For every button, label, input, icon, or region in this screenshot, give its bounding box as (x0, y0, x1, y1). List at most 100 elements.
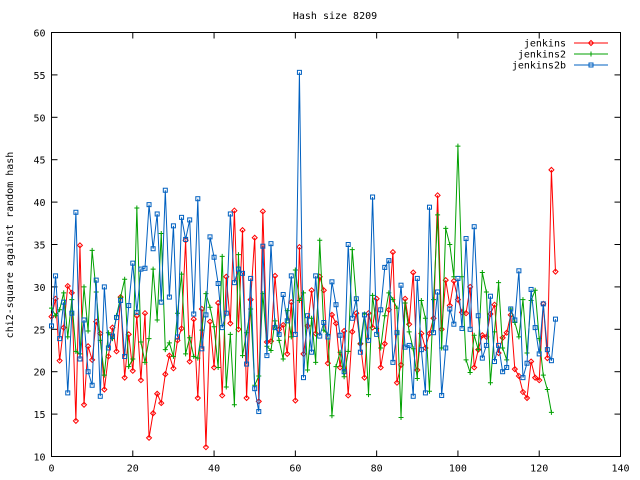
data-point-jenkins (328, 311, 336, 319)
data-point-jenkins2b (309, 349, 315, 355)
data-point-jenkins (446, 302, 454, 309)
data-point-jenkins2 (162, 347, 168, 353)
data-point-jenkins (527, 358, 535, 365)
data-point-jenkins2b (211, 254, 217, 260)
series-line-jenkins2b (51, 72, 556, 412)
data-point-jenkins2 (219, 253, 225, 259)
data-point-jenkins2b (496, 342, 502, 348)
data-point-jenkins2b (451, 321, 457, 327)
data-point-jenkins (470, 364, 478, 371)
data-point-jenkins (434, 192, 441, 199)
data-point-jenkins (121, 374, 128, 381)
data-point-jenkins (503, 329, 510, 336)
x-tick-label: 100 (449, 464, 467, 475)
data-point-jenkins2 (122, 276, 128, 282)
data-point-jenkins2b (414, 275, 420, 281)
data-point-jenkins2b (337, 332, 343, 338)
data-point-jenkins2b (426, 204, 432, 210)
legend-label-jenkins2: jenkins2 (518, 50, 566, 61)
data-point-jenkins2b (300, 375, 306, 381)
data-point-jenkins2 (150, 266, 156, 272)
data-point-jenkins2b (483, 342, 489, 348)
data-point-jenkins2b (240, 270, 246, 276)
data-point-jenkins (344, 392, 352, 399)
data-point-jenkins2 (105, 330, 111, 336)
data-point-jenkins2b (512, 317, 518, 323)
data-point-jenkins2b (81, 317, 87, 323)
data-point-jenkins2 (280, 356, 286, 362)
data-point-jenkins2 (455, 143, 461, 149)
data-point-jenkins (170, 365, 177, 372)
data-point-jenkins2b (215, 281, 221, 287)
data-point-jenkins2 (414, 375, 420, 381)
data-point-jenkins (72, 417, 80, 425)
data-point-jenkins2b (353, 296, 359, 302)
data-point-jenkins2b (284, 318, 290, 324)
data-point-jenkins2 (187, 335, 193, 341)
data-point-jenkins2 (142, 359, 148, 365)
data-point-jenkins2 (158, 230, 164, 236)
data-point-jenkins2b (540, 301, 546, 307)
axis-ticks: 10 15 20 25 30 35 40 45 50 55 60 0 20 40 60 80 100 120 140 (33, 29, 629, 475)
data-point-jenkins2b (435, 289, 441, 295)
data-point-jenkins (491, 301, 498, 308)
data-point-jenkins2b (463, 236, 469, 242)
data-point-jenkins2b (53, 273, 59, 279)
data-point-jenkins2b (329, 279, 335, 285)
data-point-jenkins2 (544, 387, 550, 393)
data-point-jenkins (88, 356, 96, 364)
data-point-jenkins2 (370, 292, 376, 298)
data-point-jenkins2b (195, 196, 201, 202)
data-point-jenkins2b (398, 282, 404, 288)
data-point-jenkins2b (170, 223, 176, 229)
data-point-jenkins (292, 397, 299, 404)
data-point-jenkins2b (500, 369, 506, 375)
data-point-jenkins2b (532, 325, 538, 331)
data-point-jenkins2 (447, 242, 453, 247)
data-point-jenkins2b (227, 211, 233, 217)
data-point-jenkins (393, 379, 401, 386)
data-point-jenkins2 (215, 364, 221, 370)
data-point-jenkins2b (317, 333, 323, 339)
data-point-jenkins2b (256, 409, 262, 415)
data-point-jenkins2b (85, 369, 91, 375)
data-point-jenkins2b (235, 266, 241, 272)
x-tick-label: 20 (127, 464, 139, 475)
data-point-jenkins2b (122, 353, 128, 359)
y-tick-label: 50 (33, 113, 45, 124)
data-point-jenkins (349, 328, 356, 336)
data-point-jenkins (158, 399, 165, 407)
data-point-jenkins2b (199, 346, 205, 352)
data-point-jenkins2 (313, 359, 319, 365)
data-point-jenkins2b (370, 194, 376, 200)
data-point-jenkins2 (203, 291, 209, 297)
data-point-jenkins2 (276, 337, 282, 343)
data-point-jenkins (105, 353, 112, 360)
data-point-jenkins2 (292, 267, 298, 273)
data-point-jenkins2 (183, 351, 189, 357)
y-tick-label: 40 (33, 198, 45, 209)
data-point-jenkins2b (528, 286, 534, 292)
data-point-jenkins (515, 372, 523, 380)
data-point-jenkins2 (512, 320, 518, 326)
data-point-jenkins (389, 248, 397, 256)
data-point-jenkins2b (150, 246, 156, 252)
data-point-jenkins2b (207, 234, 213, 240)
data-point-jenkins2 (231, 402, 237, 408)
series-jenkins2b (49, 69, 558, 415)
data-point-jenkins2b (467, 326, 473, 332)
data-point-jenkins2 (402, 300, 408, 306)
data-point-jenkins2b (65, 390, 71, 396)
data-point-jenkins2b (158, 299, 164, 305)
data-point-jenkins2b (410, 393, 416, 399)
data-point-jenkins (312, 330, 319, 337)
y-tick-label: 45 (33, 156, 45, 167)
data-point-jenkins2 (467, 370, 473, 376)
data-point-jenkins2b (57, 336, 63, 342)
data-point-jenkins2b (288, 273, 294, 279)
data-point-jenkins2b (378, 307, 384, 313)
data-point-jenkins2 (61, 290, 67, 296)
data-point-jenkins2 (487, 380, 493, 386)
data-point-jenkins2 (89, 247, 95, 253)
data-point-jenkins (373, 295, 380, 302)
